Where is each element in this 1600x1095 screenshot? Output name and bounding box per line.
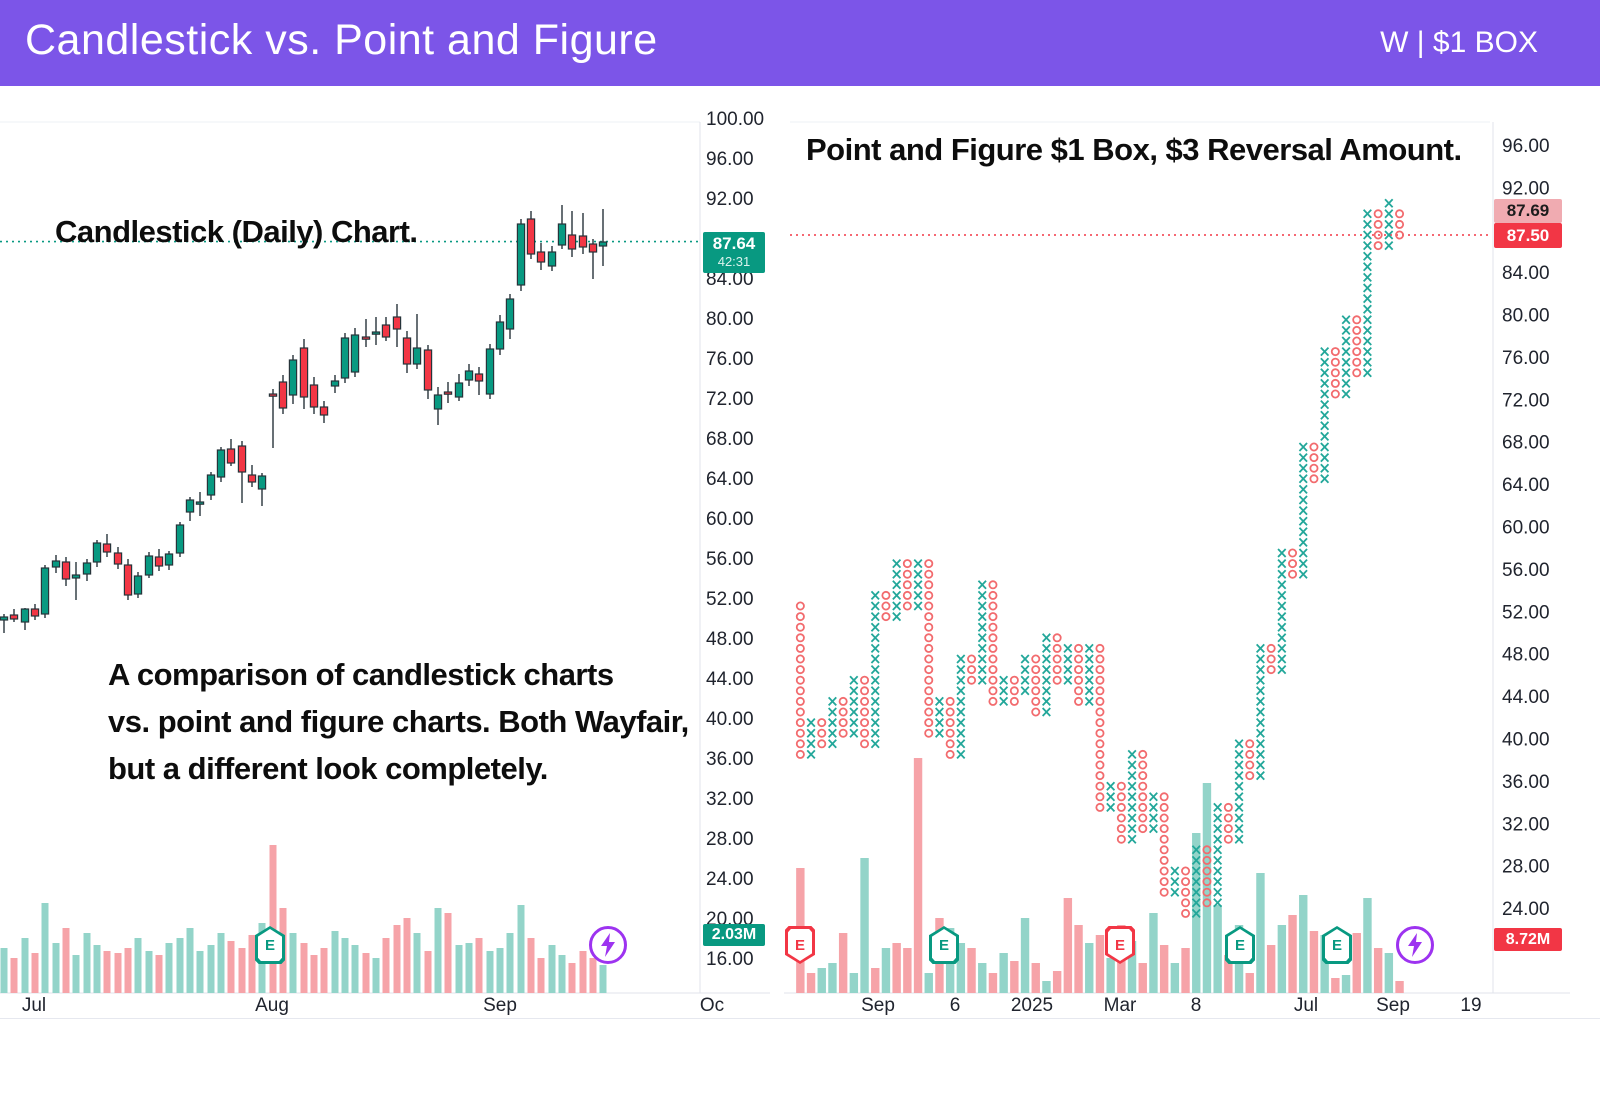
svg-text:48.00: 48.00: [706, 629, 754, 650]
pnf-chart-title: Point and Figure $1 Box, $3 Reversal Amo…: [806, 132, 1462, 167]
svg-text:100.00: 100.00: [706, 109, 764, 130]
svg-text:24.00: 24.00: [706, 869, 754, 890]
svg-text:84.00: 84.00: [706, 269, 754, 290]
earnings-badge-letter: E: [1108, 929, 1132, 961]
lightning-glyph: [601, 933, 615, 957]
earnings-icon[interactable]: E: [255, 926, 285, 964]
svg-text:52.00: 52.00: [1502, 602, 1550, 623]
svg-text:28.00: 28.00: [1502, 857, 1550, 878]
title-bar: Candlestick vs. Point and Figure W | $1 …: [0, 0, 1600, 86]
last-price-value: 87.64: [712, 234, 756, 253]
svg-text:8: 8: [1191, 995, 1202, 1016]
svg-text:80.00: 80.00: [1502, 306, 1550, 327]
volume-label-left: 2.03M: [703, 924, 765, 946]
lightning-glyph: [1408, 933, 1422, 957]
earnings-icon[interactable]: E: [785, 926, 815, 964]
svg-text:40.00: 40.00: [1502, 730, 1550, 751]
bar-countdown: 42:31: [717, 254, 751, 269]
svg-text:Jul: Jul: [1294, 995, 1318, 1016]
last-price-label-left: 87.64 42:31: [703, 232, 765, 273]
svg-text:96.00: 96.00: [1502, 136, 1550, 157]
svg-text:56.00: 56.00: [1502, 560, 1550, 581]
svg-text:Oc: Oc: [700, 995, 724, 1016]
svg-text:Jul: Jul: [22, 995, 46, 1016]
svg-text:19: 19: [1460, 995, 1481, 1016]
earnings-badge-letter: E: [1228, 929, 1252, 961]
svg-text:Sep: Sep: [861, 995, 895, 1016]
svg-text:80.00: 80.00: [706, 309, 754, 330]
earnings-badge-letter: E: [788, 929, 812, 961]
earnings-icon[interactable]: E: [1322, 926, 1352, 964]
earnings-badge-letter: E: [932, 929, 956, 961]
earnings-icon[interactable]: E: [1225, 926, 1255, 964]
svg-text:32.00: 32.00: [706, 789, 754, 810]
earnings-icon[interactable]: E: [1105, 926, 1135, 964]
svg-text:6: 6: [950, 995, 961, 1016]
svg-text:64.00: 64.00: [1502, 475, 1550, 496]
svg-text:16.00: 16.00: [706, 949, 754, 970]
pnf-high-label: 87.69: [1494, 199, 1562, 223]
svg-text:84.00: 84.00: [1502, 263, 1550, 284]
svg-text:Mar: Mar: [1104, 995, 1137, 1016]
svg-text:Aug: Aug: [255, 995, 289, 1016]
candlestick-chart-title: Candlestick (Daily) Chart.: [55, 214, 418, 249]
page-title: Candlestick vs. Point and Figure: [25, 16, 658, 64]
svg-text:36.00: 36.00: [706, 749, 754, 770]
alert-lightning-icon[interactable]: [589, 926, 627, 964]
annotation-line: vs. point and figure charts. Both Wayfai…: [108, 704, 689, 739]
svg-text:76.00: 76.00: [706, 349, 754, 370]
svg-text:Sep: Sep: [1376, 995, 1410, 1016]
timeframe-box-label: W | $1 BOX: [1380, 26, 1538, 59]
svg-text:60.00: 60.00: [1502, 518, 1550, 539]
svg-text:64.00: 64.00: [706, 469, 754, 490]
earnings-badge-letter: E: [258, 929, 282, 961]
svg-text:92.00: 92.00: [706, 189, 754, 210]
svg-text:Sep: Sep: [483, 995, 517, 1016]
svg-text:56.00: 56.00: [706, 549, 754, 570]
svg-text:40.00: 40.00: [706, 709, 754, 730]
svg-text:68.00: 68.00: [706, 429, 754, 450]
bottom-margin: [0, 1018, 1600, 1095]
annotation-line: but a different look completely.: [108, 751, 548, 786]
svg-text:2025: 2025: [1011, 995, 1053, 1016]
alert-lightning-icon[interactable]: [1396, 926, 1434, 964]
svg-text:36.00: 36.00: [1502, 772, 1550, 793]
earnings-icon[interactable]: E: [929, 926, 959, 964]
svg-text:48.00: 48.00: [1502, 645, 1550, 666]
comparison-annotation: A comparison of candlestick charts vs. p…: [108, 651, 689, 792]
svg-text:52.00: 52.00: [706, 589, 754, 610]
pnf-last-price-label: 87.50: [1494, 223, 1562, 248]
svg-text:96.00: 96.00: [706, 149, 754, 170]
earnings-badge-letter: E: [1325, 929, 1349, 961]
svg-text:44.00: 44.00: [706, 669, 754, 690]
svg-text:68.00: 68.00: [1502, 433, 1550, 454]
annotation-line: A comparison of candlestick charts: [108, 657, 614, 692]
svg-text:72.00: 72.00: [706, 389, 754, 410]
svg-text:72.00: 72.00: [1502, 390, 1550, 411]
svg-text:92.00: 92.00: [1502, 178, 1550, 199]
svg-text:28.00: 28.00: [706, 829, 754, 850]
svg-text:32.00: 32.00: [1502, 814, 1550, 835]
svg-text:24.00: 24.00: [1502, 899, 1550, 920]
svg-text:60.00: 60.00: [706, 509, 754, 530]
svg-text:76.00: 76.00: [1502, 348, 1550, 369]
volume-label-right: 8.72M: [1494, 928, 1562, 951]
svg-text:44.00: 44.00: [1502, 687, 1550, 708]
